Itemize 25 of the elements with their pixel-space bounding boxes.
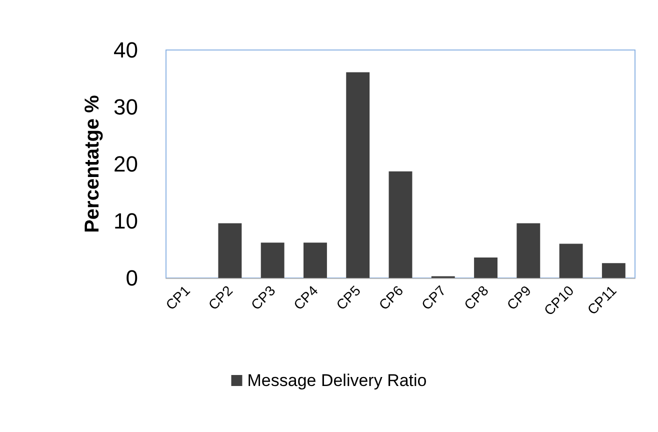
y-axis-title: Percentatge %	[82, 94, 104, 233]
bar	[474, 257, 498, 278]
bar	[602, 263, 626, 278]
x-tick-label: CP3	[248, 282, 278, 313]
x-tick-label: CP9	[504, 282, 534, 313]
y-tick-label: 30	[114, 94, 138, 120]
x-tick-label: CP8	[460, 282, 492, 313]
x-tick-label: CP1	[162, 282, 194, 313]
x-tick-label: CP5	[332, 282, 364, 313]
y-tick-label: 0	[126, 266, 138, 290]
bar	[346, 72, 370, 278]
x-tick-label: CP2	[205, 282, 236, 313]
bar	[559, 244, 583, 278]
legend-label: Message Delivery Ratio	[247, 371, 427, 390]
bar	[304, 242, 327, 278]
bar	[218, 223, 242, 278]
x-tick-label: CP7	[418, 282, 449, 313]
bar	[388, 171, 412, 278]
y-tick-label: 40	[114, 38, 138, 62]
y-tick-label: 20	[114, 152, 138, 176]
x-tick-label: CP4	[290, 282, 322, 313]
y-tick-label: 10	[114, 208, 138, 234]
x-tick-label: CP6	[376, 282, 406, 313]
bar	[516, 223, 540, 278]
bar	[260, 242, 284, 278]
